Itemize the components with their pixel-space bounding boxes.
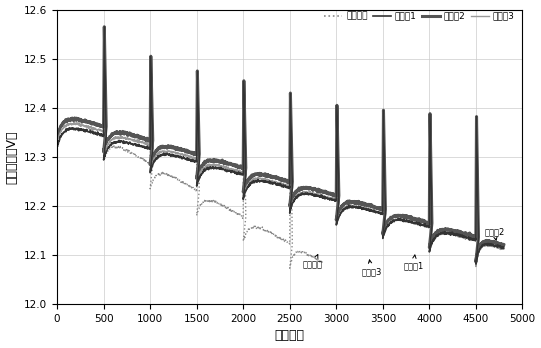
实施例3: [474, 192, 481, 196]
Text: 实施例2: 实施例2: [484, 227, 504, 240]
实施例2: [500, 243, 507, 247]
实施例1: [54, 145, 61, 149]
Text: 常规方案: 常规方案: [303, 254, 323, 269]
实施例2: [334, 141, 341, 145]
常规方案: [288, 184, 295, 189]
实施例2: [474, 189, 481, 193]
实施例1: [196, 144, 202, 148]
实施例2: [272, 176, 279, 180]
实施例2: [196, 138, 202, 142]
Legend: 常规方案, 实施例1, 实施例2, 实施例3: 常规方案, 实施例1, 实施例2, 实施例3: [321, 8, 518, 24]
常规方案: [219, 205, 226, 209]
实施例3: [101, 25, 108, 29]
Line: 常规方案: 常规方案: [57, 27, 322, 268]
Text: 实施例1: 实施例1: [403, 255, 424, 270]
常规方案: [287, 266, 293, 270]
实施例1: [334, 143, 341, 147]
Text: 实施例3: 实施例3: [361, 260, 382, 277]
常规方案: [54, 132, 61, 136]
实施例3: [473, 264, 479, 269]
常规方案: [101, 25, 108, 29]
实施例1: [101, 25, 108, 29]
实施例3: [500, 247, 507, 251]
Line: 实施例1: 实施例1: [57, 27, 504, 264]
实施例3: [196, 142, 202, 146]
实施例2: [473, 260, 479, 264]
实施例1: [473, 262, 479, 266]
常规方案: [99, 135, 105, 139]
实施例1: [354, 205, 360, 209]
实施例2: [274, 176, 280, 180]
X-axis label: 循环次数: 循环次数: [275, 330, 305, 342]
实施例3: [54, 140, 61, 144]
Y-axis label: 放电电压（V）: 放电电压（V）: [5, 130, 18, 184]
实施例3: [354, 205, 360, 209]
常规方案: [319, 261, 326, 266]
实施例2: [54, 134, 61, 138]
实施例3: [334, 142, 341, 147]
实施例1: [274, 182, 280, 187]
Line: 实施例2: 实施例2: [57, 27, 504, 262]
常规方案: [239, 214, 246, 219]
常规方案: [265, 229, 271, 233]
实施例1: [474, 191, 481, 195]
Line: 实施例3: 实施例3: [57, 27, 504, 267]
实施例3: [272, 179, 279, 183]
实施例2: [101, 25, 108, 29]
常规方案: [243, 230, 250, 235]
实施例2: [354, 199, 360, 204]
实施例1: [272, 181, 279, 185]
实施例3: [274, 181, 280, 185]
实施例1: [500, 246, 507, 250]
